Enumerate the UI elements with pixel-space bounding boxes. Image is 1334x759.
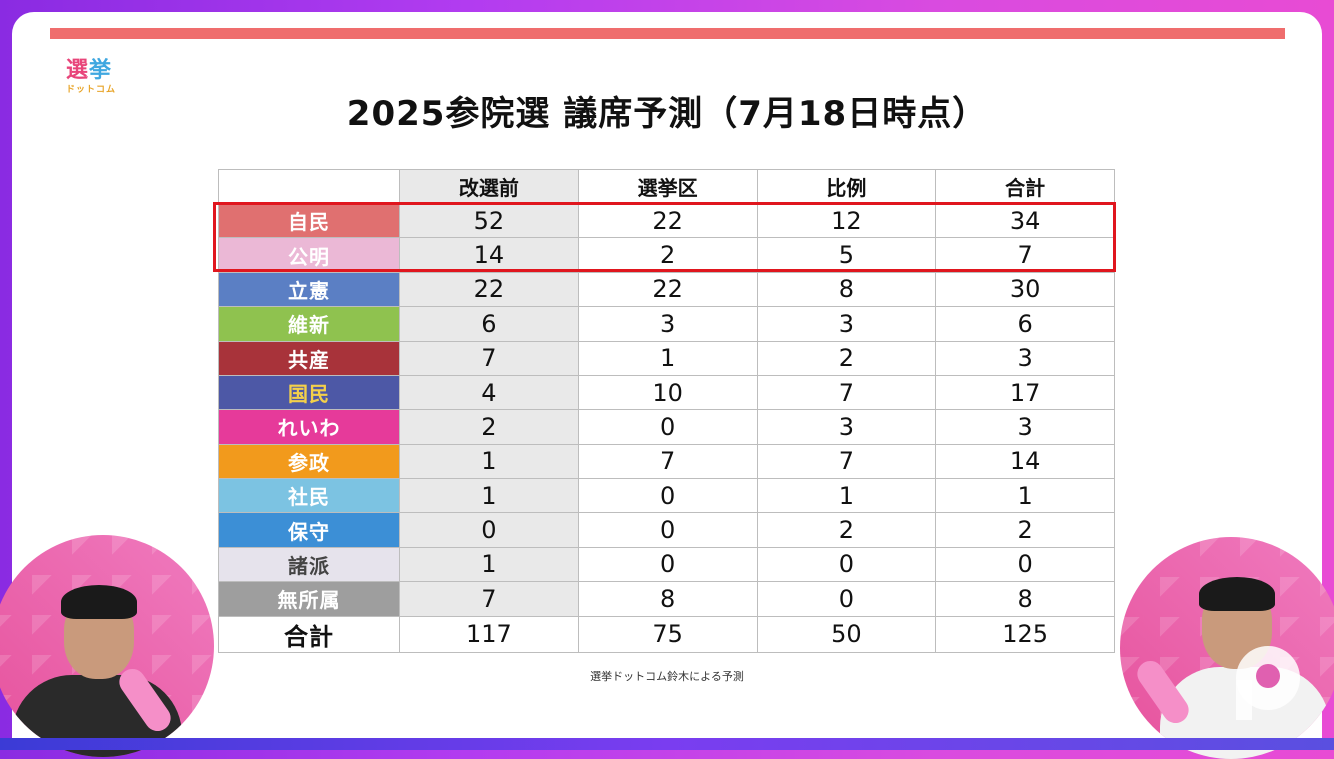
seat-value-cell: 30 — [935, 271, 1115, 308]
table-row: 無所属 7 8 0 8 — [218, 581, 1115, 617]
senkyo-dotcom-logo: 選挙 ドットコム — [66, 58, 117, 95]
left-host-video — [0, 535, 214, 757]
party-label: 自民 — [218, 202, 400, 239]
table-row: れいわ 2 0 3 3 — [218, 409, 1115, 445]
seat-value-cell: 12 — [756, 202, 937, 239]
seat-value-cell: 2 — [935, 512, 1115, 548]
seat-value-cell: 14 — [935, 443, 1115, 480]
total-label: 合計 — [218, 615, 400, 653]
seat-value-cell: 2 — [577, 237, 758, 273]
seat-value-cell: 1 — [399, 546, 579, 583]
seat-value-cell: 0 — [399, 512, 579, 548]
seat-value-cell: 34 — [935, 202, 1115, 239]
party-label: 公明 — [218, 237, 400, 273]
seat-value-cell: 0 — [935, 546, 1115, 583]
seat-value-cell: 22 — [399, 271, 579, 308]
table-row: 立憲 22 22 8 30 — [218, 271, 1115, 308]
party-label: 立憲 — [218, 271, 400, 308]
seat-value-cell: 1 — [399, 477, 579, 514]
party-label: 維新 — [218, 306, 400, 342]
table-row: 保守 0 0 2 2 — [218, 512, 1115, 548]
seat-value-cell: 3 — [935, 340, 1115, 376]
seat-value-cell: 52 — [399, 202, 579, 239]
seat-value-cell: 0 — [756, 581, 937, 617]
accent-bar — [50, 28, 1285, 39]
seat-value-cell: 8 — [935, 581, 1115, 617]
seat-value-cell: 3 — [756, 409, 937, 445]
seat-value-cell: 7 — [935, 237, 1115, 273]
table-row: 維新 6 3 3 6 — [218, 306, 1115, 342]
table-row: 参政 1 7 7 14 — [218, 443, 1115, 480]
header-party-cell — [218, 169, 400, 204]
total-value-cell: 75 — [577, 615, 758, 653]
seat-value-cell: 7 — [577, 443, 758, 480]
seat-value-cell: 22 — [577, 271, 758, 308]
total-value-cell: 117 — [399, 615, 579, 653]
header-cell: 比例 — [756, 169, 937, 204]
seat-value-cell: 4 — [399, 374, 579, 411]
seat-value-cell: 1 — [935, 477, 1115, 514]
brand-p-icon — [1236, 646, 1300, 710]
seat-value-cell: 8 — [756, 271, 937, 308]
seat-value-cell: 1 — [756, 477, 937, 514]
party-label: 保守 — [218, 512, 400, 548]
seat-value-cell: 0 — [577, 477, 758, 514]
table-row: 共産 7 1 2 3 — [218, 340, 1115, 376]
seat-value-cell: 17 — [935, 374, 1115, 411]
seat-value-cell: 7 — [756, 443, 937, 480]
party-label: 国民 — [218, 374, 400, 411]
right-host-video — [1120, 537, 1334, 759]
total-value-cell: 50 — [756, 615, 937, 653]
total-row: 合計 117 75 50 125 — [218, 615, 1115, 653]
party-label: 社民 — [218, 477, 400, 514]
seat-value-cell: 2 — [756, 340, 937, 376]
table-row: 公明 14 2 5 7 — [218, 237, 1115, 273]
logo-char: 選 — [66, 58, 90, 83]
seat-value-cell: 0 — [577, 512, 758, 548]
seat-value-cell: 0 — [756, 546, 937, 583]
seat-value-cell: 2 — [756, 512, 937, 548]
seat-value-cell: 2 — [399, 409, 579, 445]
seat-value-cell: 8 — [577, 581, 758, 617]
seat-value-cell: 1 — [577, 340, 758, 376]
seat-value-cell: 3 — [577, 306, 758, 342]
table-row: 自民 52 22 12 34 — [218, 202, 1115, 239]
seat-value-cell: 7 — [756, 374, 937, 411]
bottom-strip — [0, 738, 1334, 750]
source-note: 選挙ドットコム鈴木による予測 — [590, 670, 744, 683]
party-label: 諸派 — [218, 546, 400, 583]
table-row: 社民 1 0 1 1 — [218, 477, 1115, 514]
seat-value-cell: 1 — [399, 443, 579, 480]
table-row: 国民 4 10 7 17 — [218, 374, 1115, 411]
party-label: 参政 — [218, 443, 400, 480]
seat-value-cell: 3 — [756, 306, 937, 342]
header-cell: 選挙区 — [577, 169, 758, 204]
party-label: 無所属 — [218, 581, 400, 617]
seat-value-cell: 5 — [756, 237, 937, 273]
seat-value-cell: 14 — [399, 237, 579, 273]
table-row: 諸派 1 0 0 0 — [218, 546, 1115, 583]
page-title: 2025参院選 議席予測（7月18日時点） — [346, 94, 988, 134]
seat-value-cell: 6 — [399, 306, 579, 342]
header-cell: 改選前 — [399, 169, 579, 204]
seat-value-cell: 0 — [577, 546, 758, 583]
seat-forecast-table: 改選前 選挙区 比例 合計 自民 52 22 12 34 公明 14 2 5 7 立憲 22 22 8 30 維新 6… — [218, 169, 1115, 653]
seat-value-cell: 6 — [935, 306, 1115, 342]
seat-value-cell: 22 — [577, 202, 758, 239]
header-cell: 合計 — [935, 169, 1115, 204]
seat-value-cell: 3 — [935, 409, 1115, 445]
party-label: れいわ — [218, 409, 400, 445]
seat-value-cell: 0 — [577, 409, 758, 445]
seat-value-cell: 7 — [399, 581, 579, 617]
total-value-cell: 125 — [935, 615, 1115, 653]
logo-char: 挙 — [89, 58, 113, 83]
seat-value-cell: 7 — [399, 340, 579, 376]
party-label: 共産 — [218, 340, 400, 376]
seat-value-cell: 10 — [577, 374, 758, 411]
